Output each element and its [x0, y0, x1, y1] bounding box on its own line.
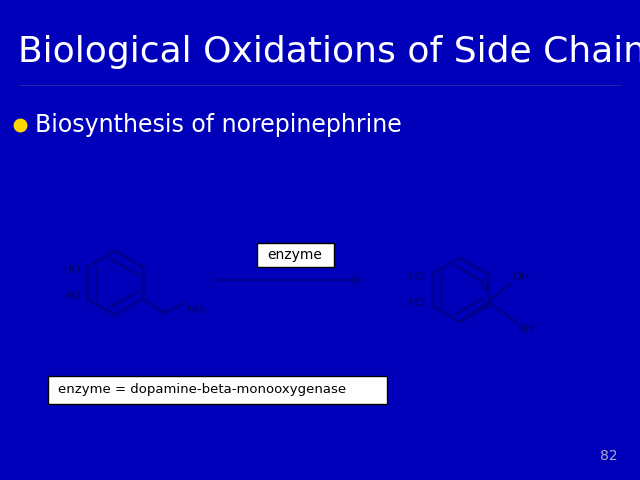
Text: HO: HO: [409, 272, 426, 282]
Text: enzyme: enzyme: [268, 248, 323, 262]
FancyBboxPatch shape: [48, 376, 387, 404]
Text: HO: HO: [409, 298, 426, 308]
Text: H: H: [480, 282, 488, 292]
Text: Biological Oxidations of Side Chains: Biological Oxidations of Side Chains: [18, 35, 640, 69]
Text: enzyme = dopamine-beta-monooxygenase: enzyme = dopamine-beta-monooxygenase: [58, 384, 346, 396]
FancyBboxPatch shape: [257, 243, 333, 267]
Text: HO: HO: [64, 265, 81, 275]
Text: 82: 82: [600, 449, 618, 463]
Text: HO: HO: [64, 291, 81, 301]
Text: OH: OH: [512, 272, 529, 282]
Text: NH: NH: [518, 324, 535, 334]
Text: NH₂: NH₂: [187, 305, 208, 315]
Text: Biosynthesis of norepinephrine: Biosynthesis of norepinephrine: [35, 113, 402, 137]
